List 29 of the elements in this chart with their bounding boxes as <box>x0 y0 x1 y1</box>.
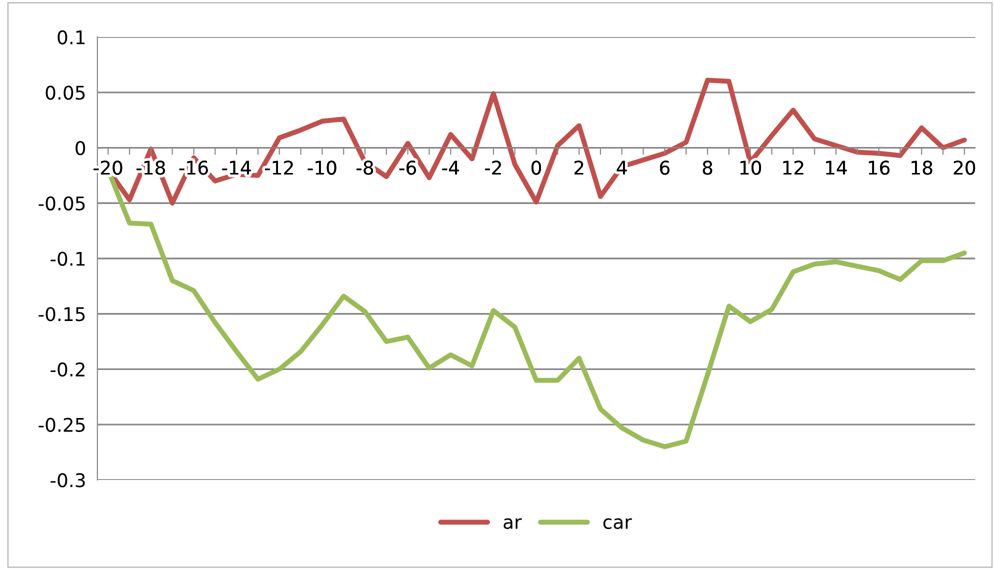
x-tick-label: 2 <box>574 160 584 175</box>
legend-label: ar <box>504 518 522 530</box>
x-tick-label: 10 <box>740 160 762 175</box>
x-tick-label: 12 <box>783 160 804 175</box>
legend-label: car <box>603 518 632 530</box>
x-tick-label: -12 <box>264 160 293 175</box>
x-tick-label: 8 <box>702 160 712 175</box>
x-tick-label: 20 <box>954 160 976 175</box>
x-tick-label: -4 <box>442 160 459 175</box>
x-tick-label: -2 <box>485 160 501 175</box>
x-tick-label: 16 <box>868 160 890 175</box>
y-tick-label: 0.05 <box>46 86 85 100</box>
y-tick-label: -0.1 <box>50 252 85 266</box>
y-tick-label: -0.15 <box>38 307 85 322</box>
y-tick-label: -0.05 <box>38 196 85 211</box>
x-tick-label: 14 <box>826 160 847 175</box>
x-tick-label: 18 <box>912 160 932 175</box>
y-tick-label: -0.3 <box>50 473 85 488</box>
x-tick-label: -14 <box>222 160 251 175</box>
x-tick-label: -20 <box>94 160 122 175</box>
y-tick-label: -0.2 <box>50 362 84 377</box>
x-tick-label: 6 <box>660 160 670 175</box>
x-tick-label: -8 <box>356 160 374 175</box>
x-tick-label: -10 <box>308 160 336 175</box>
x-tick-label: 0 <box>532 160 541 175</box>
y-tick-label: 0.1 <box>58 30 85 44</box>
y-tick-label: -0.25 <box>38 418 85 432</box>
x-tick-label: -6 <box>399 160 416 175</box>
y-tick-label: 0 <box>76 140 86 156</box>
